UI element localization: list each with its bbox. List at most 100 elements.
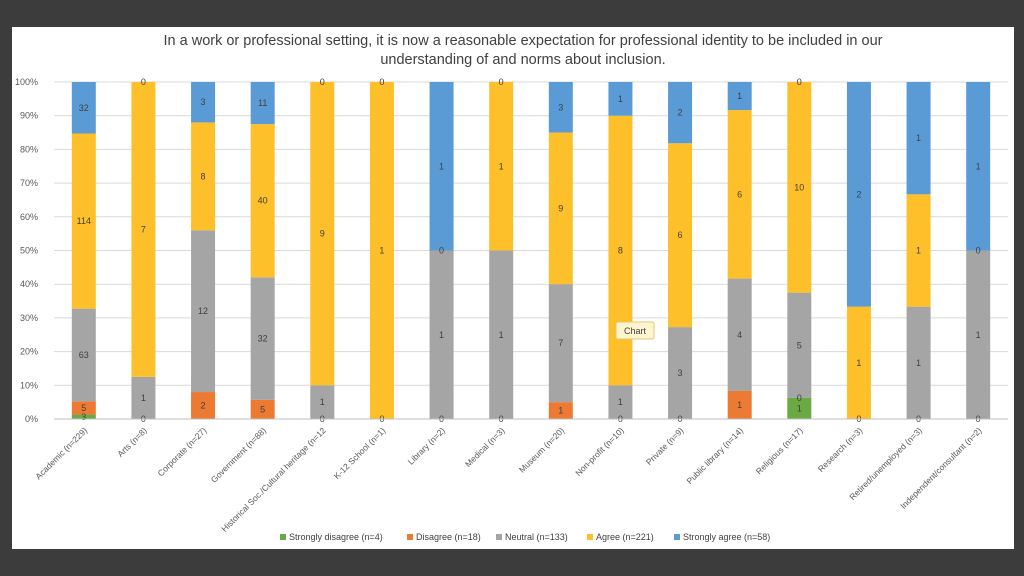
data-label: 0: [976, 246, 981, 256]
bar-segment: [906, 82, 931, 195]
data-label: 1: [976, 330, 981, 340]
chart-tooltip: Chart: [615, 321, 655, 340]
data-label: 8: [201, 171, 206, 181]
data-label: 1: [558, 406, 563, 416]
data-label: 8: [618, 246, 623, 256]
data-label: 1: [797, 403, 802, 413]
bar-segment: [608, 115, 633, 386]
bar-segment: [71, 133, 96, 309]
bar-segment: [250, 399, 275, 419]
data-label: 3: [558, 102, 563, 112]
data-label: 2: [856, 189, 861, 199]
bar-segment: [489, 250, 514, 419]
data-label: 1: [618, 94, 623, 104]
data-label: 3: [678, 368, 683, 378]
data-label: 0: [320, 77, 325, 87]
bars: [71, 82, 991, 419]
chart-title-line-1: In a work or professional setting, it is…: [164, 33, 883, 49]
bar-segment: [310, 385, 335, 419]
data-label: 1: [499, 330, 504, 340]
x-category-label: Arts (n=8): [115, 425, 149, 459]
y-tick-label: 80%: [20, 144, 38, 154]
data-label: 1: [439, 161, 444, 171]
data-label: 9: [558, 203, 563, 213]
legend-label: Neutral (n=133): [505, 532, 568, 542]
legend-swatch: [587, 534, 593, 540]
data-label: 2: [201, 401, 206, 411]
data-label: 12: [198, 306, 208, 316]
bar-segment: [191, 122, 216, 231]
y-tick-label: 30%: [20, 313, 38, 323]
data-label: 5: [260, 404, 265, 414]
data-label: 1: [916, 133, 921, 143]
bar-segment: [250, 82, 275, 125]
x-category-label: Private (n=9): [644, 425, 686, 467]
data-label: 32: [258, 334, 268, 344]
data-label: 3: [81, 412, 86, 422]
data-label: 40: [258, 196, 268, 206]
bar-segment: [668, 143, 693, 328]
y-tick-label: 60%: [20, 212, 38, 222]
bar-segment: [906, 306, 931, 419]
data-label: 0: [141, 77, 146, 87]
chart-tooltip-text: Chart: [624, 326, 647, 336]
y-tick-label: 90%: [20, 111, 38, 121]
y-axis: 0% 10% 20% 30% 40% 50% 60% 70% 80% 90% 100%: [15, 77, 38, 424]
data-label: 7: [141, 224, 146, 234]
legend-label: Disagree (n=18): [416, 532, 481, 542]
data-label: 114: [77, 216, 91, 226]
y-tick-label: 10%: [20, 380, 38, 390]
bar-segment: [429, 250, 454, 419]
bar-segment: [787, 397, 812, 419]
x-category-label: Corporate (n=27): [155, 425, 208, 478]
bar-segment: [787, 82, 812, 293]
data-label: 1: [737, 91, 742, 101]
bar-segment: [489, 82, 514, 251]
bar-segment: [906, 194, 931, 307]
data-label: 1: [916, 246, 921, 256]
bar-segment: [71, 82, 96, 134]
y-tick-label: 100%: [15, 77, 38, 87]
data-label: 1: [856, 358, 861, 368]
bar-segment: [369, 82, 394, 419]
bar-segment: [548, 402, 573, 419]
legend-swatch: [407, 534, 413, 540]
data-label: 1: [379, 246, 384, 256]
bar-segment: [131, 376, 156, 419]
data-label: 1: [499, 161, 504, 171]
y-tick-label: 20%: [20, 347, 38, 357]
data-label: 0: [797, 77, 802, 87]
data-label: 32: [79, 103, 89, 113]
bar-segment: [310, 82, 335, 386]
data-label: 9: [320, 229, 325, 239]
x-category-label: Academic (n=229): [33, 425, 89, 481]
bar-segment: [429, 82, 454, 251]
chart-card: In a work or professional setting, it is…: [12, 27, 1014, 549]
x-category-label: K-12 School (n=1): [332, 425, 388, 481]
data-label: 1: [141, 393, 146, 403]
data-label: 3: [201, 97, 206, 107]
x-category-label: Historical Soc./Cultural heritage (n=12: [219, 425, 328, 534]
bar-segment: [191, 82, 216, 123]
bar-segment: [727, 110, 752, 279]
data-label: 1: [737, 400, 742, 410]
data-label: 1: [320, 397, 325, 407]
bar-segment: [608, 385, 633, 419]
bar-segment: [548, 82, 573, 133]
bar-segment: [250, 124, 275, 278]
chart-title-line-2: understanding of and norms about inclusi…: [380, 52, 665, 68]
bar-segment: [727, 278, 752, 391]
x-category-label: Public library (n=14): [684, 425, 745, 486]
data-label: 5: [797, 340, 802, 350]
data-label: 5: [81, 403, 86, 413]
data-label: 4: [737, 330, 742, 340]
x-category-label: Museum (n=20): [517, 425, 566, 474]
bar-segment: [966, 250, 991, 419]
bar-segment: [846, 306, 871, 419]
legend-label: Agree (n=221): [596, 532, 654, 542]
data-label: 0: [797, 393, 802, 403]
y-tick-label: 0%: [25, 414, 38, 424]
data-label: 2: [678, 108, 683, 118]
bar-segment: [668, 327, 693, 419]
bar-segment: [548, 132, 573, 285]
